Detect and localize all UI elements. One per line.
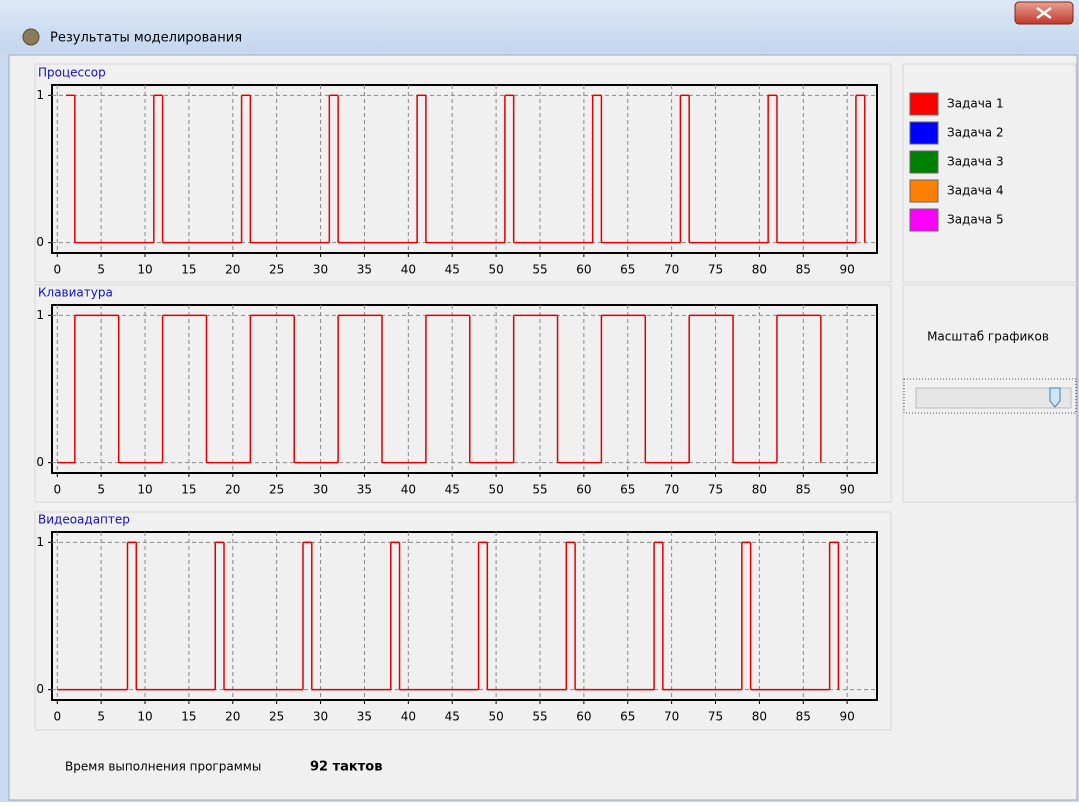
x-tick-label: 55 bbox=[532, 483, 547, 497]
legend-label: Задача 2 bbox=[947, 126, 1004, 140]
x-tick-label: 90 bbox=[840, 710, 855, 724]
x-tick-label: 45 bbox=[445, 263, 460, 277]
x-tick-label: 85 bbox=[796, 710, 811, 724]
slider-track[interactable] bbox=[916, 388, 1071, 408]
x-tick-label: 30 bbox=[313, 710, 328, 724]
chart-title: Процессор bbox=[38, 66, 106, 80]
x-tick-label: 25 bbox=[269, 263, 284, 277]
x-tick-label: 75 bbox=[708, 710, 723, 724]
x-tick-label: 0 bbox=[53, 263, 61, 277]
x-tick-label: 20 bbox=[225, 710, 240, 724]
legend-swatch bbox=[910, 151, 938, 173]
legend-label: Задача 4 bbox=[947, 184, 1004, 198]
scale-label: Масштаб графиков bbox=[927, 330, 1049, 344]
x-tick-label: 20 bbox=[225, 263, 240, 277]
x-tick-label: 25 bbox=[269, 483, 284, 497]
x-tick-label: 90 bbox=[840, 483, 855, 497]
x-tick-label: 50 bbox=[488, 483, 503, 497]
window-icon bbox=[23, 29, 39, 45]
window: Результаты моделирования Масштаб графико… bbox=[0, 0, 1079, 802]
y-tick-label: 0 bbox=[36, 682, 44, 696]
x-tick-label: 15 bbox=[181, 263, 196, 277]
x-tick-label: 85 bbox=[796, 263, 811, 277]
plot-area bbox=[52, 305, 877, 473]
y-tick-label: 0 bbox=[36, 235, 44, 249]
plot-area bbox=[52, 532, 877, 700]
x-tick-label: 65 bbox=[620, 710, 635, 724]
y-tick-label: 1 bbox=[36, 308, 44, 322]
y-tick-label: 1 bbox=[36, 88, 44, 102]
x-tick-label: 80 bbox=[752, 710, 767, 724]
x-tick-label: 75 bbox=[708, 483, 723, 497]
x-tick-label: 10 bbox=[137, 710, 152, 724]
legend-swatch bbox=[910, 93, 938, 115]
window-title: Результаты моделирования bbox=[50, 31, 242, 46]
x-tick-label: 70 bbox=[664, 710, 679, 724]
chart-title: Видеоадаптер bbox=[38, 513, 130, 527]
legend-swatch bbox=[910, 209, 938, 231]
y-tick-label: 1 bbox=[36, 535, 44, 549]
x-tick-label: 5 bbox=[97, 483, 105, 497]
x-tick-label: 30 bbox=[313, 263, 328, 277]
x-tick-label: 50 bbox=[488, 263, 503, 277]
x-tick-label: 75 bbox=[708, 263, 723, 277]
x-tick-label: 45 bbox=[445, 710, 460, 724]
x-tick-label: 65 bbox=[620, 483, 635, 497]
x-tick-label: 80 bbox=[752, 483, 767, 497]
legend-label: Задача 1 bbox=[947, 97, 1004, 111]
legend-swatch bbox=[910, 122, 938, 144]
x-tick-label: 60 bbox=[576, 710, 591, 724]
x-tick-label: 20 bbox=[225, 483, 240, 497]
legend-swatch bbox=[910, 180, 938, 202]
x-tick-label: 30 bbox=[313, 483, 328, 497]
footer-label: Время выполнения программы bbox=[65, 760, 261, 774]
x-tick-label: 5 bbox=[97, 263, 105, 277]
x-tick-label: 45 bbox=[445, 483, 460, 497]
x-tick-label: 70 bbox=[664, 263, 679, 277]
x-tick-label: 10 bbox=[137, 263, 152, 277]
x-tick-label: 80 bbox=[752, 263, 767, 277]
x-tick-label: 40 bbox=[401, 483, 416, 497]
footer-value: 92 тактов bbox=[310, 760, 382, 775]
x-tick-label: 70 bbox=[664, 483, 679, 497]
x-tick-label: 0 bbox=[53, 710, 61, 724]
x-tick-label: 60 bbox=[576, 483, 591, 497]
x-tick-label: 35 bbox=[357, 263, 372, 277]
x-tick-label: 35 bbox=[357, 483, 372, 497]
x-tick-label: 40 bbox=[401, 710, 416, 724]
x-tick-label: 50 bbox=[488, 710, 503, 724]
x-tick-label: 55 bbox=[532, 710, 547, 724]
x-tick-label: 35 bbox=[357, 710, 372, 724]
x-tick-label: 90 bbox=[840, 263, 855, 277]
legend-label: Задача 3 bbox=[947, 155, 1004, 169]
chart-title: Клавиатура bbox=[38, 286, 113, 300]
plot-area bbox=[52, 85, 877, 253]
legend-label: Задача 5 bbox=[947, 213, 1004, 227]
x-tick-label: 65 bbox=[620, 263, 635, 277]
x-tick-label: 5 bbox=[97, 710, 105, 724]
page: Результаты моделирования Масштаб графико… bbox=[0, 0, 1079, 802]
x-tick-label: 25 bbox=[269, 710, 284, 724]
x-tick-label: 10 bbox=[137, 483, 152, 497]
x-tick-label: 15 bbox=[181, 483, 196, 497]
x-tick-label: 60 bbox=[576, 263, 591, 277]
x-tick-label: 40 bbox=[401, 263, 416, 277]
x-tick-label: 0 bbox=[53, 483, 61, 497]
x-tick-label: 55 bbox=[532, 263, 547, 277]
x-tick-label: 85 bbox=[796, 483, 811, 497]
y-tick-label: 0 bbox=[36, 455, 44, 469]
x-tick-label: 15 bbox=[181, 710, 196, 724]
